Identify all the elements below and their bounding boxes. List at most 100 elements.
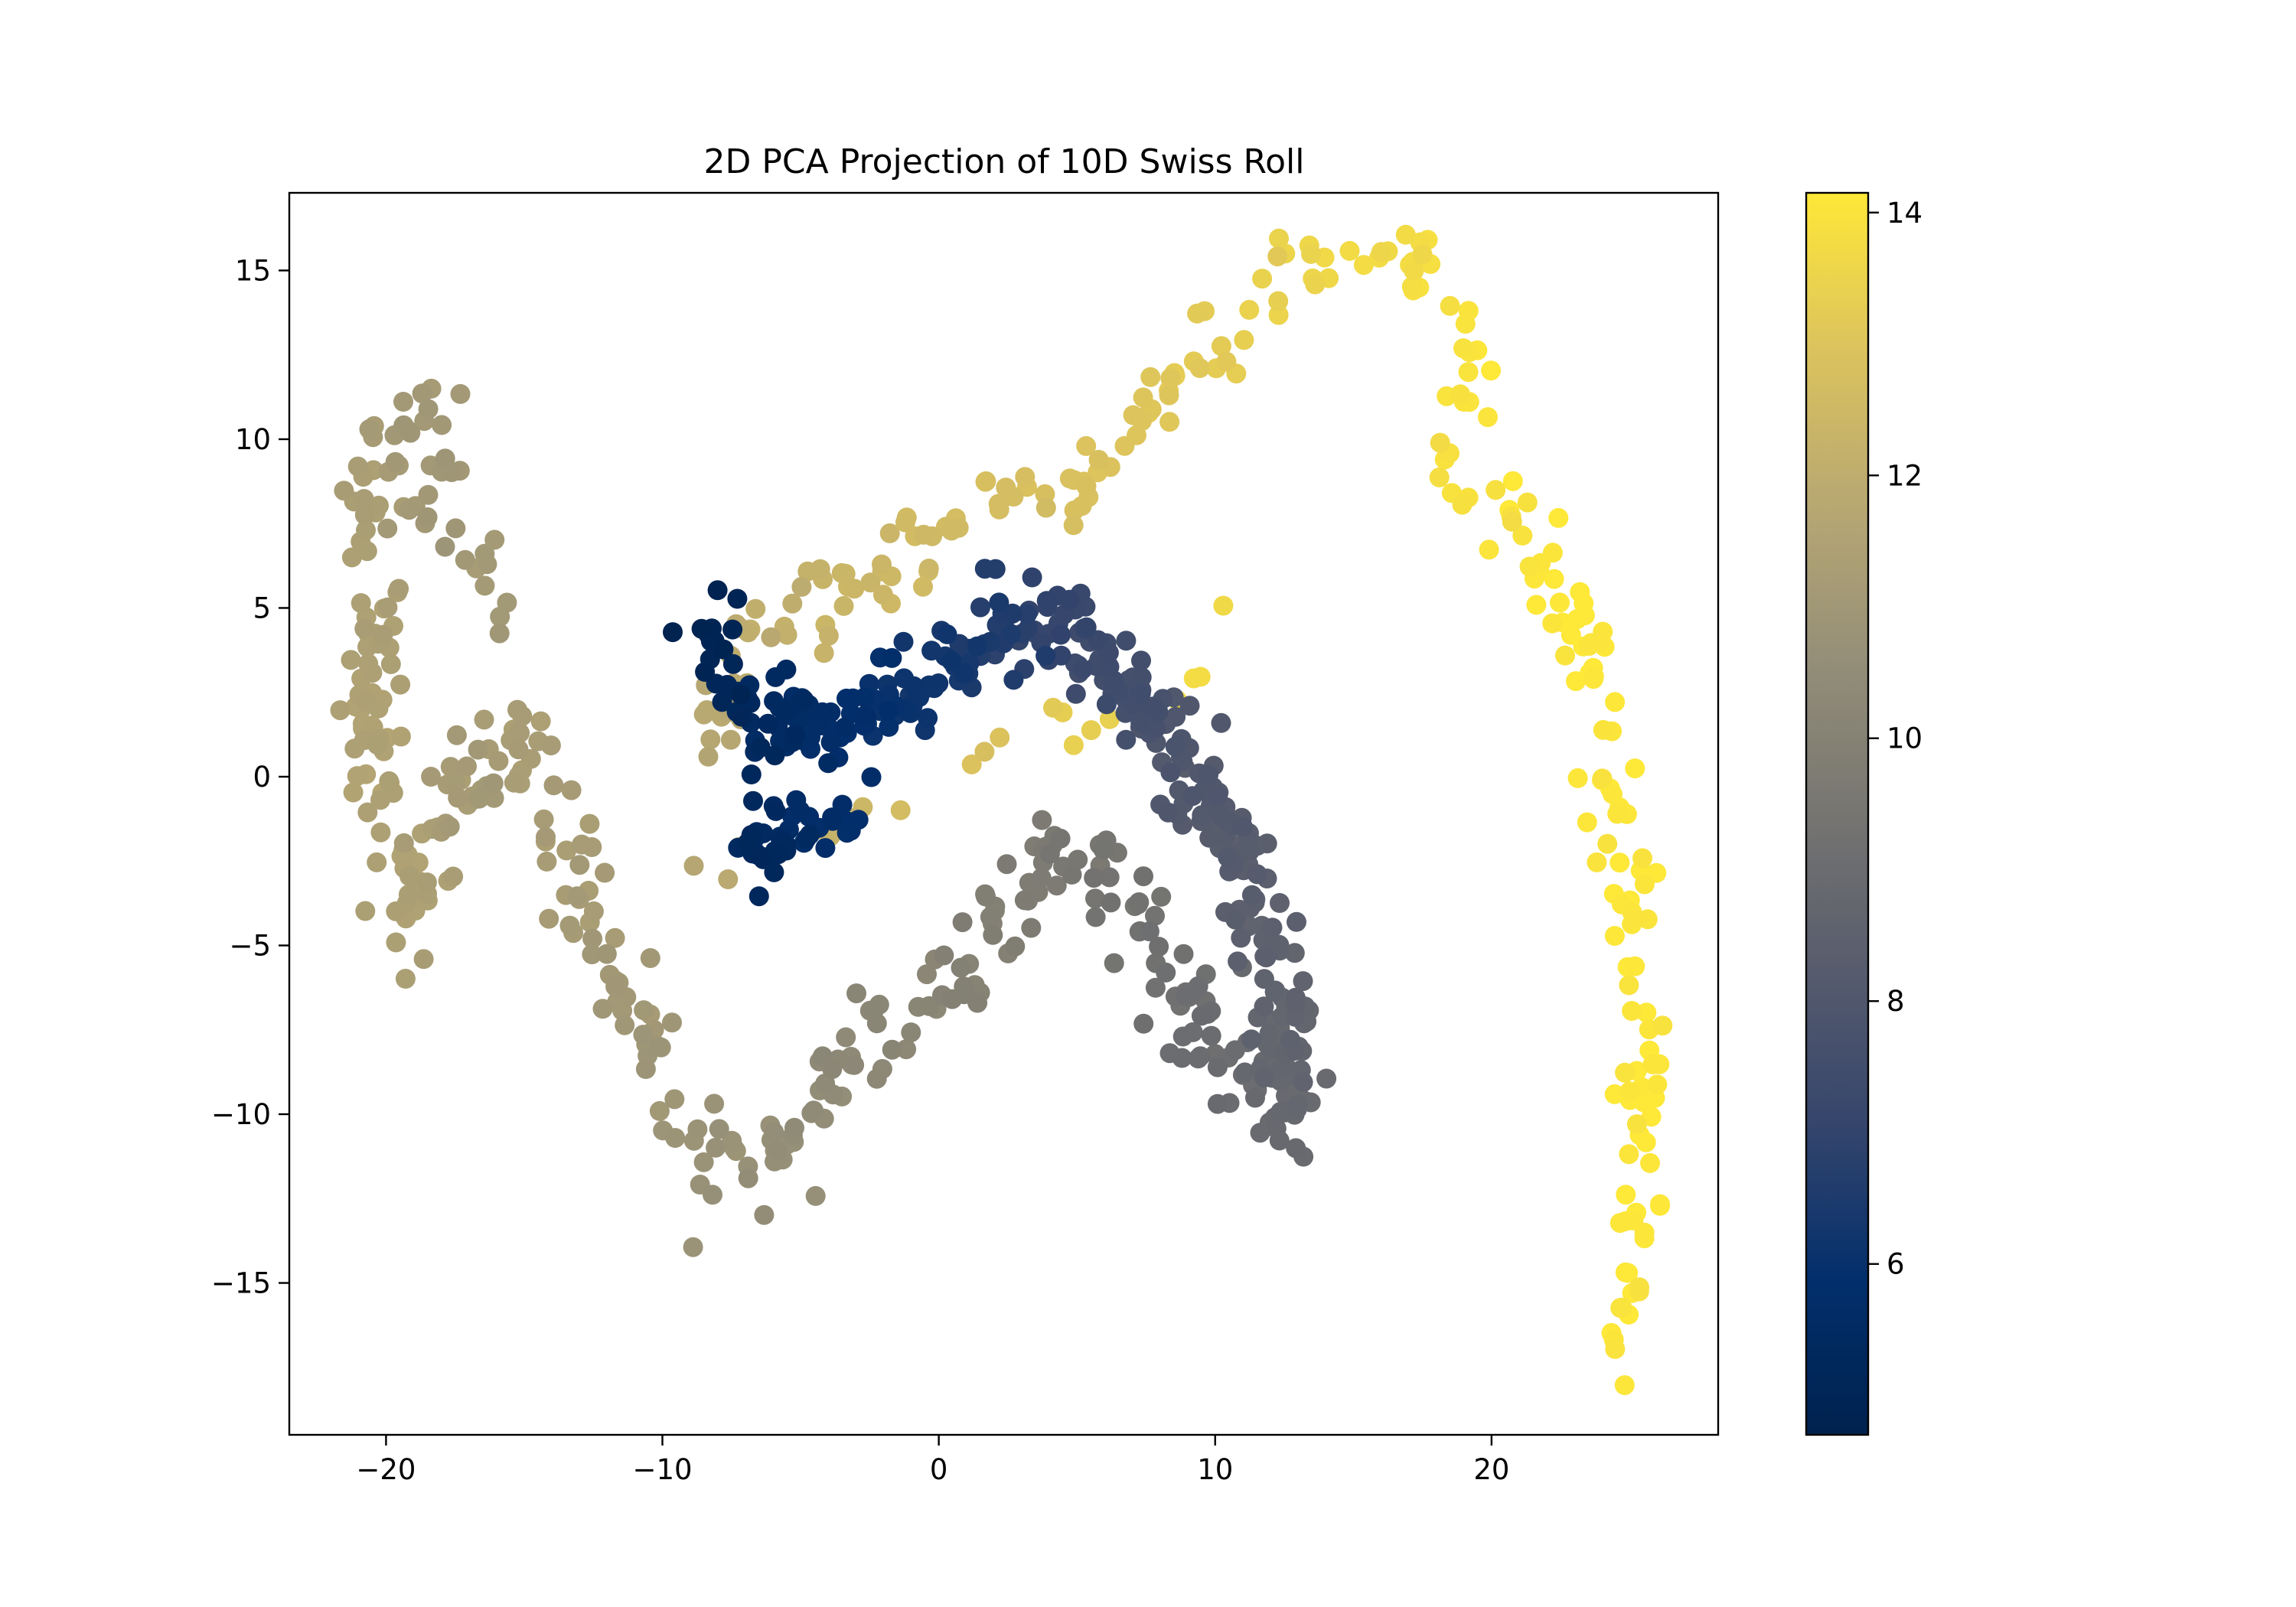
scatter-point bbox=[390, 674, 411, 695]
scatter-point bbox=[1063, 515, 1084, 536]
scatter-point bbox=[1072, 659, 1093, 680]
scatter-point bbox=[1031, 868, 1052, 888]
scatter-point bbox=[1629, 1277, 1649, 1298]
scatter-point bbox=[996, 478, 1016, 498]
scatter-point bbox=[761, 627, 781, 647]
scatter-point bbox=[1625, 758, 1645, 779]
scatter-point bbox=[1245, 1087, 1265, 1108]
scatter-point bbox=[800, 824, 820, 845]
colorbar-tick-label: 12 bbox=[1887, 459, 1923, 492]
scatter-point bbox=[1429, 467, 1450, 487]
scatter-point bbox=[1614, 1375, 1635, 1396]
scatter-point bbox=[582, 928, 603, 949]
colorbar-frame bbox=[1805, 191, 1870, 1436]
scatter-point bbox=[648, 1036, 669, 1057]
scatter-point bbox=[1262, 918, 1283, 938]
scatter-point bbox=[330, 700, 351, 721]
scatter-point bbox=[1039, 843, 1060, 864]
scatter-point bbox=[1458, 362, 1479, 383]
scatter-point bbox=[718, 869, 739, 889]
scatter-point bbox=[722, 619, 743, 640]
scatter-point bbox=[818, 625, 839, 646]
scatter-point bbox=[1232, 817, 1253, 837]
scatter-point bbox=[837, 823, 857, 843]
scatter-point bbox=[1003, 670, 1024, 690]
scatter-point bbox=[559, 915, 580, 936]
scatter-point bbox=[720, 729, 741, 750]
scatter-point bbox=[351, 593, 371, 614]
plot-area: −20 −10 0 10 20 −15 −10 −5 0 5 10 15 bbox=[211, 191, 1720, 1486]
scatter-point bbox=[1270, 1059, 1290, 1080]
scatter-point bbox=[904, 676, 924, 696]
scatter-point bbox=[1160, 762, 1181, 783]
colorbar-tick-label: 6 bbox=[1887, 1248, 1905, 1281]
scatter-point bbox=[1218, 847, 1238, 868]
scatter-point bbox=[1133, 387, 1153, 408]
colorbar-gradient bbox=[1806, 193, 1868, 1435]
scatter-point bbox=[1035, 646, 1056, 666]
scatter-point bbox=[385, 451, 406, 472]
scatter-point bbox=[1610, 1298, 1631, 1319]
scatter-point bbox=[443, 866, 464, 887]
scatter-point bbox=[693, 704, 714, 725]
scatter-point bbox=[1190, 1046, 1211, 1067]
scatter-point bbox=[540, 735, 561, 756]
scatter-point bbox=[484, 530, 505, 550]
scatter-point bbox=[390, 726, 411, 747]
scatter-point bbox=[1593, 719, 1613, 740]
scatter-point bbox=[919, 996, 939, 1016]
colorbar-ticks: 6 8 10 12 14 bbox=[1868, 197, 1923, 1281]
scatter-point bbox=[435, 536, 455, 557]
scatter-point bbox=[334, 481, 354, 501]
scatter-point bbox=[1228, 951, 1248, 972]
scatter-point bbox=[435, 448, 455, 469]
scatter-point bbox=[416, 872, 437, 893]
x-tick-label: 10 bbox=[1197, 1453, 1233, 1486]
scatter-point bbox=[738, 1168, 758, 1188]
scatter-point bbox=[1068, 849, 1088, 870]
scatter-point bbox=[399, 500, 419, 520]
scatter-point bbox=[683, 1237, 703, 1257]
scatter-point bbox=[878, 700, 899, 721]
scatter-point bbox=[1625, 956, 1645, 976]
scatter-point bbox=[1353, 255, 1374, 275]
scatter-point bbox=[707, 580, 728, 601]
scatter-point bbox=[1131, 650, 1151, 671]
scatter-point bbox=[831, 562, 852, 583]
scatter-point bbox=[896, 1039, 917, 1060]
scatter-point bbox=[1267, 246, 1288, 267]
scatter-point bbox=[1199, 827, 1220, 848]
scatter-point bbox=[1293, 971, 1313, 992]
scatter-point bbox=[804, 1100, 824, 1121]
scatter-point bbox=[582, 944, 602, 965]
scatter-point bbox=[741, 764, 762, 784]
scatter-point bbox=[970, 597, 990, 618]
scatter-point bbox=[1301, 243, 1321, 264]
scatter-point bbox=[592, 999, 613, 1019]
scatter-point bbox=[872, 585, 893, 605]
scatter-point bbox=[1440, 295, 1460, 316]
scatter-point bbox=[1287, 911, 1306, 932]
scatter-point bbox=[748, 886, 769, 907]
scatter-point bbox=[722, 654, 743, 674]
scatter-point bbox=[941, 650, 962, 671]
scatter-point bbox=[937, 624, 957, 644]
scatter-point bbox=[1035, 497, 1056, 518]
x-axis: −20 −10 0 10 20 bbox=[356, 1435, 1509, 1486]
x-tick-label: −10 bbox=[632, 1453, 692, 1486]
scatter-point bbox=[1550, 592, 1570, 613]
scatter-point bbox=[469, 788, 490, 809]
scatter-point bbox=[791, 576, 812, 597]
scatter-point bbox=[1241, 885, 1262, 905]
scatter-point bbox=[1481, 360, 1502, 381]
scatter-point bbox=[483, 773, 504, 794]
scatter-point bbox=[561, 780, 582, 800]
scatter-point bbox=[1268, 305, 1289, 325]
y-tick-label: −5 bbox=[229, 930, 271, 963]
scatter-point bbox=[393, 392, 413, 412]
scatter-point bbox=[695, 662, 716, 682]
scatter-point bbox=[1099, 657, 1120, 677]
scatter-point bbox=[814, 643, 834, 663]
scatter-point bbox=[691, 618, 712, 639]
